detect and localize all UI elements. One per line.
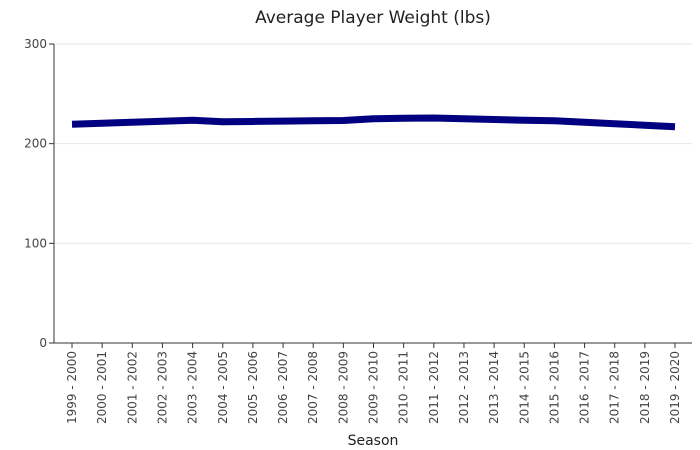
series-line (71, 114, 676, 131)
chart-title: Average Player Weight (lbs) (255, 8, 491, 28)
series-layer (71, 114, 676, 131)
y-tick-label: 100 (24, 236, 47, 250)
x-tick-label: 2000 - 2001 (95, 351, 109, 424)
x-tick-label: 2007 - 2008 (306, 351, 320, 424)
y-ticks: 0 100 200 300 (24, 37, 54, 350)
x-tick-label: 2014 - 2015 (517, 351, 531, 424)
x-tick-label: 1999 - 2000 (65, 351, 79, 424)
x-tick-label: 2015 - 2016 (547, 351, 561, 424)
x-tick-label: 2017 - 2018 (608, 351, 622, 424)
x-tick-label: 2010 - 2011 (397, 351, 411, 424)
x-tick-label: 2006 - 2007 (276, 351, 290, 424)
x-tick-label: 2009 - 2010 (367, 351, 381, 424)
x-tick-label: 2018 - 2019 (638, 351, 652, 424)
x-tick-label: 2002 - 2003 (155, 351, 169, 424)
x-tick-label: 2011 - 2012 (427, 351, 441, 424)
x-tick-label: 2013 - 2014 (487, 351, 501, 424)
x-tick-label: 2008 - 2009 (336, 351, 350, 424)
x-tick-label: 2005 - 2006 (246, 351, 260, 424)
x-tick-label: 2001 - 2002 (125, 351, 139, 424)
x-ticks: 1999 - 2000 2000 - 2001 2001 - 2002 2002 - … (65, 343, 682, 424)
x-tick-label: 2012 - 2013 (457, 351, 471, 424)
x-tick-label: 2004 - 2005 (216, 351, 230, 424)
x-tick-label: 2019 - 2020 (668, 351, 682, 424)
y-tick-label: 0 (39, 336, 47, 350)
x-axis-title: Season (348, 433, 399, 449)
y-tick-label: 300 (24, 37, 47, 51)
axes (53, 44, 692, 344)
grid-lines (54, 43, 692, 244)
y-tick-label: 200 (24, 137, 47, 151)
x-tick-label: 2003 - 2004 (186, 351, 200, 424)
x-tick-label: 2016 - 2017 (578, 351, 592, 424)
